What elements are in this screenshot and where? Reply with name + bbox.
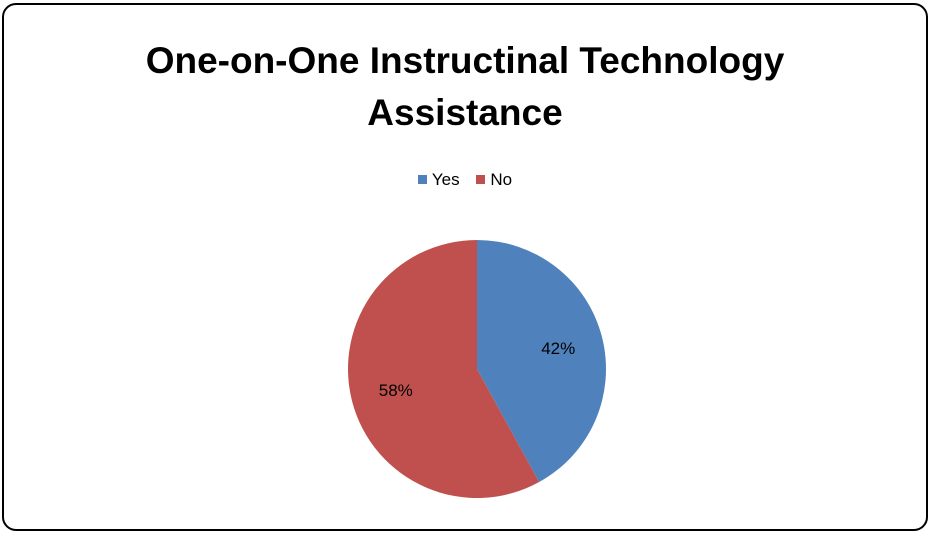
- pie-label-yes: 42%: [541, 339, 575, 358]
- chart-legend: Yes No: [4, 169, 926, 190]
- legend-label-no: No: [490, 169, 513, 189]
- pie-slice-yes: [477, 240, 606, 483]
- legend-swatch-yes: [417, 175, 427, 184]
- chart-title-line-2: Assistance: [367, 92, 563, 133]
- pie-slice-no: [347, 240, 540, 498]
- legend-label-yes: Yes: [431, 169, 460, 189]
- pie-label-no: 58%: [379, 381, 413, 400]
- legend-item-yes: Yes: [417, 169, 460, 190]
- legend-swatch-no: [476, 175, 486, 184]
- chart-title: One-on-One Instructinal Technology Assis…: [4, 35, 926, 139]
- chart-title-line-1: One-on-One Instructinal Technology: [145, 40, 785, 81]
- legend-item-no: No: [476, 170, 512, 190]
